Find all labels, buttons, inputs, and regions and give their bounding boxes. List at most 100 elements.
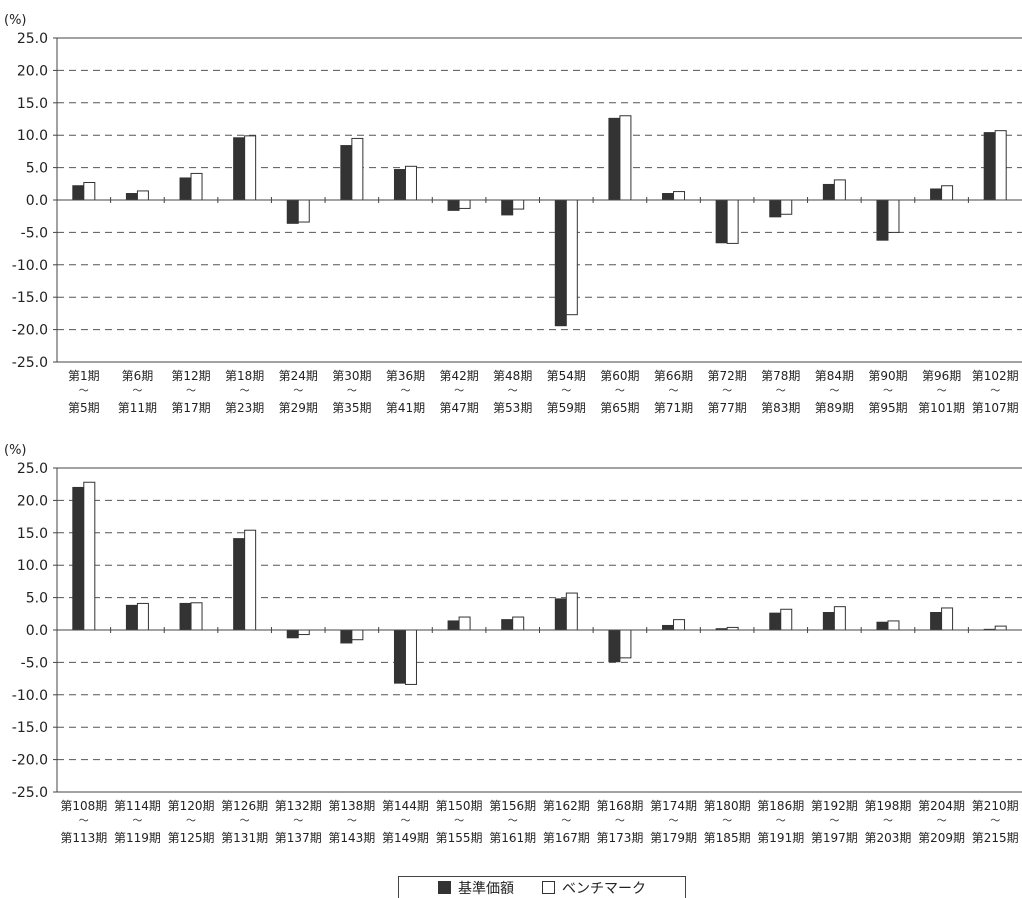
bar-benchmark [780,608,793,631]
legend-label-nav: 基準価額 [458,880,514,897]
x-tick-label-start: 第192期 [811,799,858,813]
bar-benchmark [136,602,149,631]
y-tick-label: -25.0 [12,355,48,371]
x-tick-label-end: 第89期 [815,401,854,415]
x-tick-label-start: 第114期 [114,799,161,813]
x-tick-label-range-mark: 〜 [722,386,732,397]
bar-nav [930,188,943,201]
x-tick-label-range-mark: 〜 [454,816,464,827]
x-tick-label-end: 第149期 [382,831,429,845]
x-tick-label-start: 第48期 [493,369,532,383]
x-tick-label-range-mark: 〜 [508,816,518,827]
x-tick-label-range-mark: 〜 [454,386,464,397]
bar-charts: (%) 25.0 20.0 15.0 10.0 5.0 0.0 -5.0 -10.0 -15.0 -… [4,13,1022,845]
x-tick-label-end: 第143期 [328,831,375,845]
bar-benchmark [83,481,96,631]
x-tick-label-range-mark: 〜 [829,386,839,397]
y-tick-label: 15.0 [17,96,48,112]
legend: 基準価額 ベンチマーク [398,876,686,898]
x-tick-label-start: 第72期 [707,369,746,383]
bar-nav [393,629,406,684]
x-tick-label-end: 第203期 [865,831,912,845]
x-tick-label-start: 第102期 [972,369,1019,383]
bar-benchmark [136,190,149,201]
bar-nav [179,177,192,201]
x-tick-label-start: 第36期 [386,369,425,383]
x-tick-label-end: 第47期 [439,401,478,415]
y-unit-label: (%) [4,13,27,28]
bar-nav [501,199,514,216]
bar-nav [608,629,621,663]
x-tick-label-start: 第132期 [275,799,322,813]
x-tick-label-end: 第215期 [972,831,1019,845]
x-tick-label-start: 第108期 [60,799,107,813]
chart-1: (%) 25.0 20.0 15.0 10.0 5.0 0.0 -5.0 -10.0 -15.0 -… [4,13,1022,415]
x-tick-label-end: 第161期 [489,831,536,845]
bar-benchmark [297,629,310,636]
x-tick-label-range-mark: 〜 [561,816,571,827]
y-unit-label: (%) [4,443,27,458]
x-tick-label-end: 第71期 [654,401,693,415]
y-tick-label: 5.0 [26,161,48,177]
x-tick-label-range-mark: 〜 [400,816,410,827]
bar-nav [72,486,85,631]
bar-nav [822,183,835,201]
bar-nav [554,598,567,631]
x-tick-label-start: 第162期 [543,799,590,813]
x-tick-label-start: 第66期 [654,369,693,383]
x-tick-label-range-mark: 〜 [79,816,89,827]
x-tick-label-start: 第24期 [279,369,318,383]
x-tick-label-end: 第65期 [600,401,639,415]
x-tick-label-start: 第156期 [489,799,536,813]
x-tick-label-end: 第95期 [868,401,907,415]
bar-nav [447,620,460,631]
bar-nav [930,612,943,631]
legend-swatch-nav [438,881,451,894]
bar-benchmark [941,607,954,631]
bar-benchmark [458,199,471,209]
bar-nav [769,612,782,631]
y-tick-label: 10.0 [17,558,48,574]
x-tick-label-start: 第204期 [918,799,965,813]
y-tick-label: -20.0 [12,753,48,769]
legend-item-benchmark: ベンチマーク [542,878,646,898]
x-tick-label-range-mark: 〜 [186,386,196,397]
x-tick-label-range-mark: 〜 [615,386,625,397]
bar-nav [179,602,192,631]
bar-nav [125,193,138,201]
bar-nav [447,199,460,211]
bar-benchmark [619,629,632,659]
x-tick-label-range-mark: 〜 [669,386,679,397]
bar-nav [662,193,675,201]
x-tick-label-end: 第5期 [68,401,100,415]
x-tick-label-range-mark: 〜 [615,816,625,827]
x-tick-label-range-mark: 〜 [990,816,1000,827]
bar-benchmark [404,165,417,201]
bar-benchmark [673,191,686,201]
bar-benchmark [619,115,632,201]
bar-nav [340,145,353,201]
x-tick-label-start: 第120期 [168,799,215,813]
bar-nav [769,199,782,218]
bar-nav [822,612,835,631]
bar-benchmark [351,629,364,641]
y-tick-label: -5.0 [21,655,48,671]
x-tick-label-end: 第137期 [275,831,322,845]
x-tick-label-end: 第77期 [707,401,746,415]
y-tick-label: 0.0 [26,193,48,209]
bar-nav [715,199,728,244]
bar-nav [662,624,675,631]
x-tick-label-range-mark: 〜 [883,816,893,827]
x-tick-label-range-mark: 〜 [293,816,303,827]
bar-benchmark [780,199,793,215]
x-tick-label-start: 第60期 [600,369,639,383]
y-tick-label: -20.0 [12,323,48,339]
bar-nav [393,169,406,201]
y-tick-label: -10.0 [12,258,48,274]
y-tick-label: -15.0 [12,290,48,306]
bar-nav [233,137,246,201]
bar-benchmark [833,606,846,631]
x-tick-label-end: 第155期 [436,831,483,845]
x-tick-label-start: 第30期 [332,369,371,383]
bar-nav [72,185,85,201]
